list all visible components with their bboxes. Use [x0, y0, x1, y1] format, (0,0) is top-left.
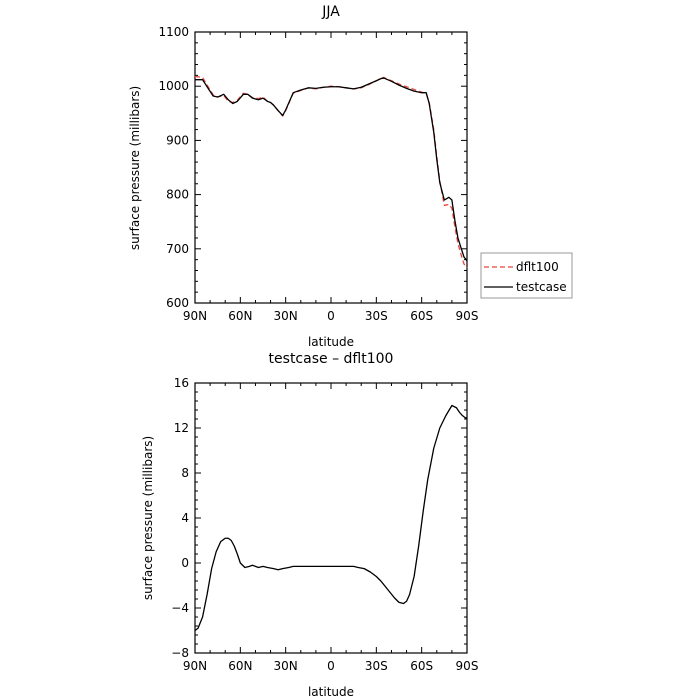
lower-chart-title: testcase – dflt100: [269, 351, 394, 367]
upper-y-tick-label: 1100: [158, 25, 189, 39]
upper-y-tick-label: 900: [166, 133, 189, 147]
upper-x-tick-label: 0: [327, 309, 335, 323]
legend-label-dflt100: dflt100: [516, 260, 559, 274]
lower-x-tick-label: 30S: [365, 659, 388, 673]
upper-x-axis-label: latitude: [308, 335, 354, 349]
upper-x-tick-label: 60N: [228, 309, 252, 323]
upper-y-axis-label: surface pressure (millibars): [128, 86, 142, 250]
upper-chart-title: JJA: [321, 4, 340, 20]
lower-y-tick-label: 16: [174, 376, 189, 390]
lower-y-tick-label: 4: [181, 511, 189, 525]
upper-x-tick-label: 30N: [274, 309, 298, 323]
lower-series-line-difference: [194, 404, 467, 632]
lower-x-tick-label: 0: [327, 659, 335, 673]
legend: dflt100 testcase: [480, 252, 573, 299]
upper-x-tick-label: 30S: [365, 309, 388, 323]
lower-x-tick-label: 30N: [274, 659, 298, 673]
upper-y-tick-label: 600: [166, 296, 189, 310]
lower-y-tick-label: 8: [181, 466, 189, 480]
legend-label-testcase: testcase: [516, 280, 567, 294]
upper-series-line-dflt100: [194, 75, 468, 269]
lower-axis-ticks: 90N 60N 30N 0 30S 60S 90S −8 −4 0 4 8 12 16: [171, 376, 478, 673]
upper-x-tick-label: 90S: [456, 309, 479, 323]
lower-x-axis-label: latitude: [308, 685, 354, 699]
lower-y-tick-label: 12: [174, 421, 189, 435]
lower-x-tick-label: 90S: [456, 659, 479, 673]
lower-series-lines: [194, 404, 467, 632]
lower-y-tick-label: −8: [171, 646, 189, 660]
lower-y-tick-label: 0: [181, 556, 189, 570]
lower-x-tick-label: 90N: [183, 659, 207, 673]
upper-plot-frame: [194, 31, 468, 304]
upper-chart-panel: JJA 90N 60N 30N 0 30S 60S 90S 600 700 800 900 1000 1…: [128, 4, 478, 349]
legend-box: [480, 252, 573, 299]
upper-y-tick-label: 1000: [158, 79, 189, 93]
upper-series-line-testcase: [195, 77, 468, 262]
lower-y-axis-label: surface pressure (millibars): [141, 436, 155, 600]
lower-x-tick-label: 60N: [228, 659, 252, 673]
lower-plot-frame: [194, 382, 468, 654]
lower-y-tick-label: −4: [171, 601, 189, 615]
lower-x-tick-label: 60S: [410, 659, 433, 673]
upper-y-tick-label: 700: [166, 242, 189, 256]
upper-series-lines: [194, 75, 468, 269]
upper-x-tick-label: 60S: [410, 309, 433, 323]
lower-chart-panel: testcase – dflt100 90N 60N 30N 0 30S 60S 90S −8…: [141, 351, 478, 699]
upper-x-tick-label: 90N: [183, 309, 207, 323]
upper-y-tick-label: 800: [166, 188, 189, 202]
upper-axis-ticks: 90N 60N 30N 0 30S 60S 90S 600 700 800 900 1000 1100: [158, 25, 478, 323]
